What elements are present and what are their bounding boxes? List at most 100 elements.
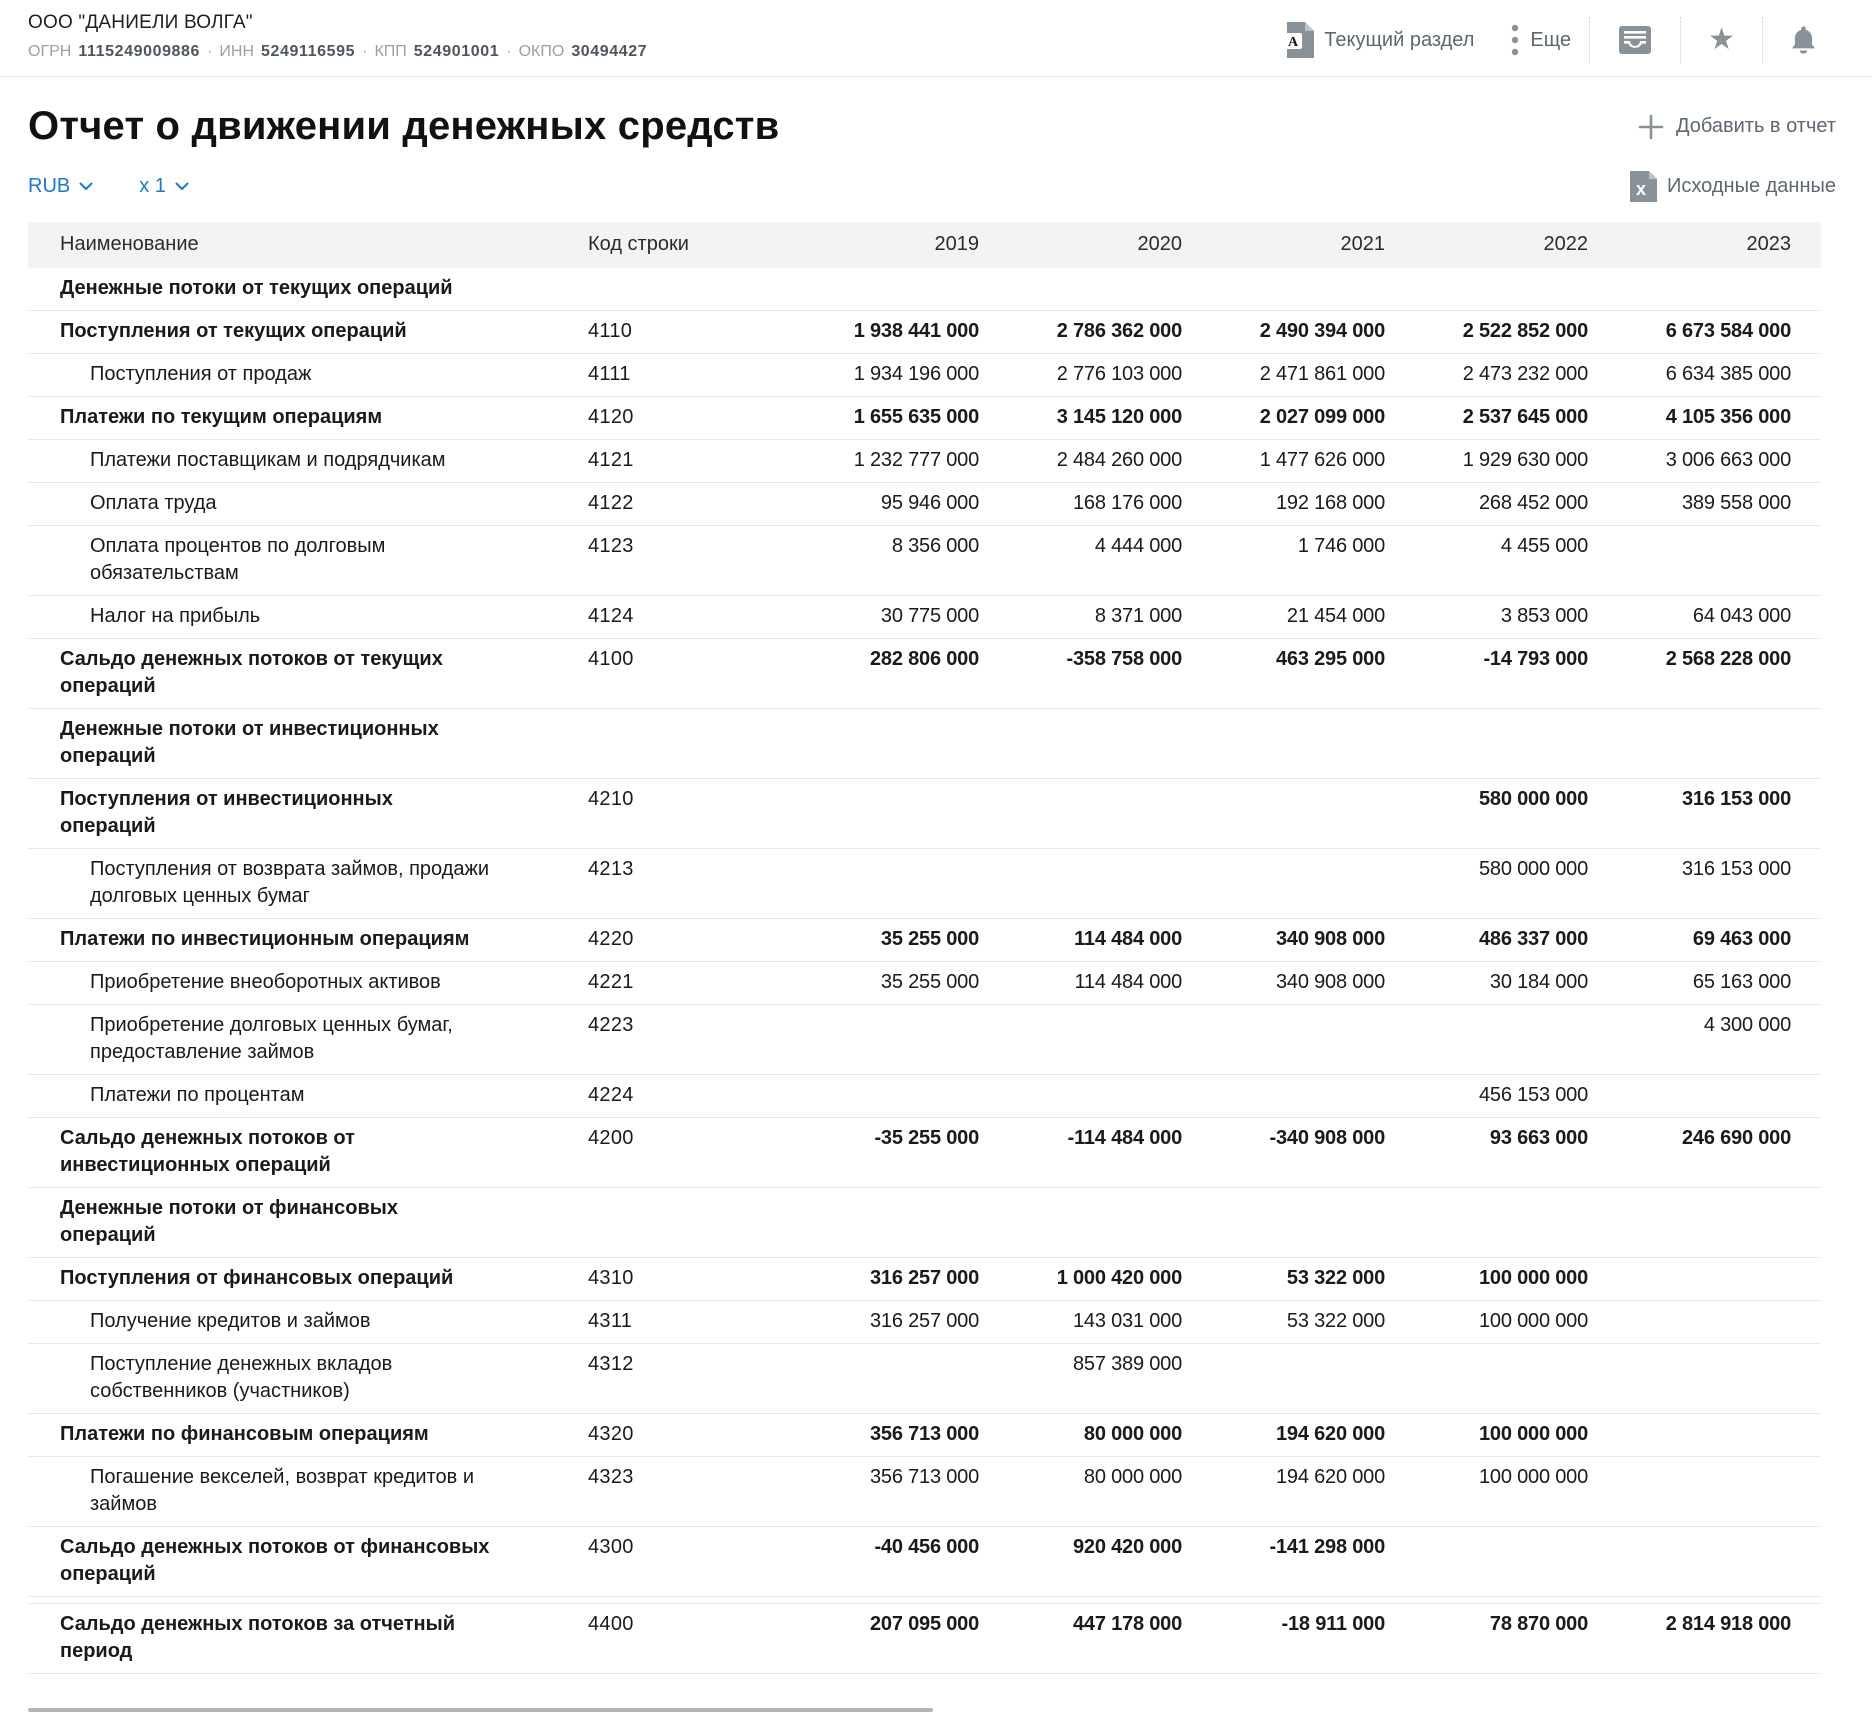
row-value: 100 000 000 <box>1385 1300 1588 1344</box>
notifications-button[interactable] <box>1763 25 1844 56</box>
row-value: 1 746 000 <box>1182 525 1385 596</box>
add-to-report-button[interactable]: Добавить в отчет <box>1638 114 1836 140</box>
row-value: 2 473 232 000 <box>1385 353 1588 397</box>
row-value <box>1588 1343 1821 1414</box>
excel-file-icon: x <box>1630 171 1658 202</box>
reg-value-ogrn: 1115249009886 <box>78 43 201 60</box>
row-value <box>1385 1004 1588 1075</box>
row-value: 207 095 000 <box>776 1603 979 1674</box>
row-value: 316 153 000 <box>1588 848 1821 919</box>
chevron-down-icon <box>175 182 189 191</box>
row-value: 389 558 000 <box>1588 482 1821 526</box>
row-value <box>1182 1187 1385 1258</box>
row-value <box>776 1004 979 1075</box>
row-value: 6 634 385 000 <box>1588 353 1821 397</box>
col-header-2019: 2019 <box>776 222 979 268</box>
reg-value-okpo: 30494427 <box>571 43 648 60</box>
row-value: 69 463 000 <box>1588 918 1821 962</box>
currency-selector[interactable]: RUB <box>28 175 93 198</box>
row-value <box>1385 708 1588 779</box>
row-value <box>1588 268 1821 311</box>
table-header-row: Наименование Код строки 2019 2020 2021 2… <box>28 222 1821 268</box>
row-code: 4100 <box>508 638 776 709</box>
row-code: 4224 <box>508 1074 776 1118</box>
row-name: Сальдо денежных потоков от инвестиционны… <box>28 1117 508 1188</box>
currency-value: RUB <box>28 175 71 197</box>
table-row: Платежи по финансовым операциям 4320 356 7… <box>28 1413 1821 1457</box>
row-name: Платежи по текущим операциям <box>28 396 508 440</box>
favorite-button[interactable]: ★ <box>1681 25 1762 55</box>
title-row: Отчет о движении денежных средств Добави… <box>28 104 1844 149</box>
row-code: 4223 <box>508 1004 776 1075</box>
table-spacer-row <box>28 1596 1821 1604</box>
row-value: 168 176 000 <box>979 482 1182 526</box>
reg-label: КПП <box>374 43 407 60</box>
archive-button[interactable] <box>1590 25 1680 55</box>
row-value: 2 776 103 000 <box>979 353 1182 397</box>
row-value: 95 946 000 <box>776 482 979 526</box>
row-value: 192 168 000 <box>1182 482 1385 526</box>
row-value <box>1182 778 1385 849</box>
row-value: 53 322 000 <box>1182 1300 1385 1344</box>
row-value <box>1182 708 1385 779</box>
row-value <box>1182 268 1385 311</box>
col-header-name: Наименование <box>28 222 508 268</box>
company-registration: ОГРН 1115249009886 · ИНН 5249116595 · КП… <box>28 43 647 61</box>
row-value: 447 178 000 <box>979 1603 1182 1674</box>
reg-label: ОКПО <box>518 43 565 60</box>
table-row: Погашение векселей, возврат кредитов и з… <box>28 1456 1821 1527</box>
row-value <box>1588 1413 1821 1457</box>
row-value <box>776 1187 979 1258</box>
row-value: 53 322 000 <box>1182 1257 1385 1301</box>
row-value: 2 522 852 000 <box>1385 310 1588 354</box>
row-value <box>1588 1257 1821 1301</box>
row-name: Получение кредитов и займов <box>28 1300 508 1344</box>
more-button[interactable]: Еще <box>1492 23 1589 57</box>
table-row: Платежи по текущим операциям 4120 1 655 63… <box>28 396 1821 440</box>
row-value: 1 655 635 000 <box>776 396 979 440</box>
row-value: 4 300 000 <box>1588 1004 1821 1075</box>
table-row: Налог на прибыль 4124 30 775 000 8 371 000 2… <box>28 595 1821 639</box>
row-value: 857 389 000 <box>979 1343 1182 1414</box>
row-value <box>1588 1300 1821 1344</box>
row-value <box>1588 1187 1821 1258</box>
row-value: 246 690 000 <box>1588 1117 1821 1188</box>
add-to-report-label: Добавить в отчет <box>1675 115 1836 137</box>
row-value <box>1588 1526 1821 1597</box>
row-value: 463 295 000 <box>1182 638 1385 709</box>
table-row: Сальдо денежных потоков от инвестиционны… <box>28 1117 1821 1188</box>
reg-separator: · <box>362 43 368 60</box>
row-code: 4200 <box>508 1117 776 1188</box>
table-row: Сальдо денежных потоков от финансовых оп… <box>28 1526 1821 1597</box>
source-data-label: Исходные данные <box>1667 175 1836 197</box>
row-name: Поступления от возврата займов, продажи … <box>28 848 508 919</box>
row-code <box>508 708 776 779</box>
plus-icon <box>1638 114 1664 140</box>
row-name: Платежи по инвестиционным операциям <box>28 918 508 962</box>
table-row: Поступления от инвестиционных операций 42… <box>28 778 1821 849</box>
row-value <box>1588 525 1821 596</box>
table-row: Оплата процентов по долговым обязательст… <box>28 525 1821 596</box>
topbar: ООО "ДАНИЕЛИ ВОЛГА" ОГРН 1115249009886 ·… <box>0 0 1872 77</box>
row-code: 4120 <box>508 396 776 440</box>
table-row: Поступления от текущих операций 4110 1 938… <box>28 310 1821 354</box>
row-value: 282 806 000 <box>776 638 979 709</box>
current-section-pdf-button[interactable]: A Текущий раздел <box>1266 22 1492 58</box>
row-value: 4 105 356 000 <box>1588 396 1821 440</box>
company-block: ООО "ДАНИЕЛИ ВОЛГА" ОГРН 1115249009886 ·… <box>28 12 647 61</box>
row-value: -35 255 000 <box>776 1117 979 1188</box>
table-row: Поступления от продаж 4111 1 934 196 000 2 … <box>28 353 1821 397</box>
row-name: Денежные потоки от текущих операций <box>28 268 508 311</box>
horizontal-scrollbar-thumb[interactable] <box>28 1708 933 1712</box>
multiplier-selector[interactable]: x 1 <box>139 175 189 198</box>
row-code: 4400 <box>508 1603 776 1674</box>
row-value: 1 477 626 000 <box>1182 439 1385 483</box>
source-data-button[interactable]: x Исходные данные <box>1630 171 1836 202</box>
kebab-dots-icon <box>1510 23 1520 57</box>
table-row: Оплата труда 4122 95 946 000 168 176 000 192… <box>28 482 1821 526</box>
row-value <box>1385 1526 1588 1597</box>
row-value: 80 000 000 <box>979 1413 1182 1457</box>
row-value: 1 934 196 000 <box>776 353 979 397</box>
toolbar-separator <box>1680 17 1682 63</box>
table-row: Сальдо денежных потоков от текущих опера… <box>28 638 1821 709</box>
